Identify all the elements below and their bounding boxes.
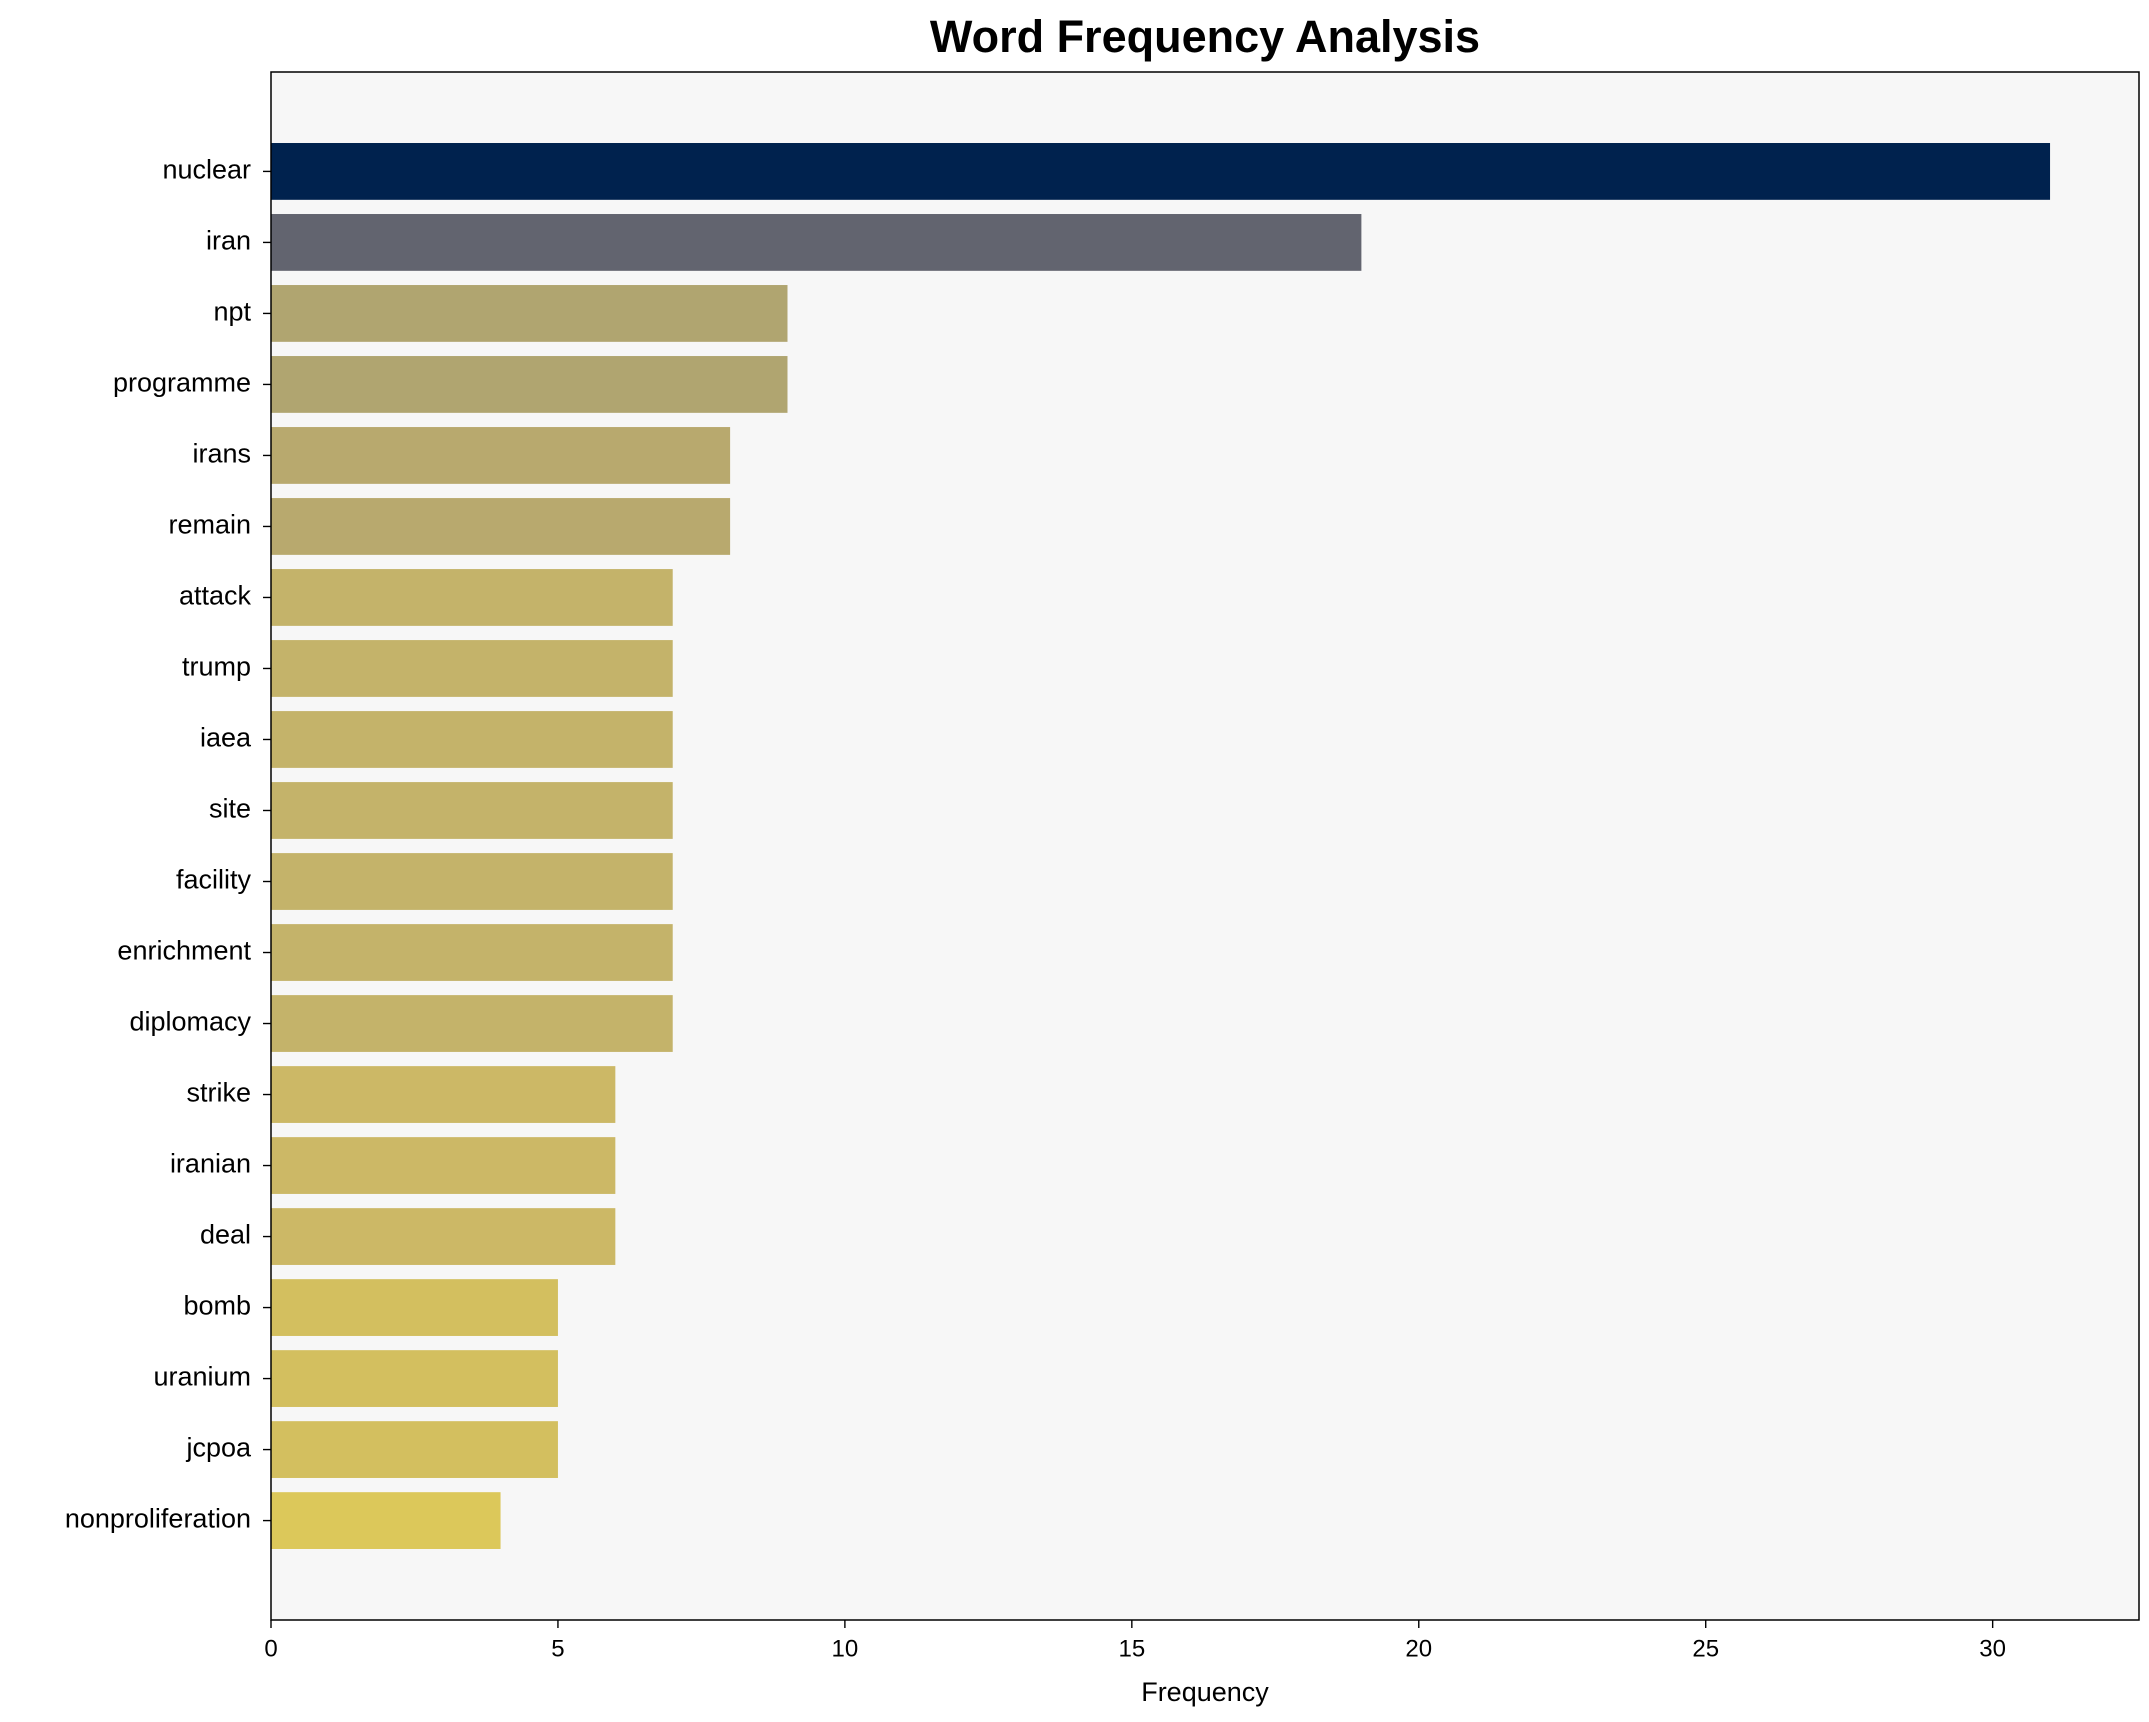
y-tick-label: remain (168, 510, 251, 540)
bar (271, 143, 2051, 200)
y-tick-label: nonproliferation (65, 1504, 251, 1534)
y-tick-label: strike (186, 1078, 251, 1108)
y-tick-label: enrichment (117, 936, 251, 966)
y-tick-label: iaea (200, 723, 252, 753)
axes-frame (270, 71, 2140, 1621)
x-tick-label: 5 (551, 1635, 564, 1662)
bar (271, 285, 788, 342)
chart-title: Word Frequency Analysis (930, 11, 1480, 62)
x-axis-label: Frequency (1141, 1677, 1269, 1707)
bar (271, 853, 673, 910)
bar (271, 1066, 616, 1123)
bar (271, 640, 673, 697)
bar (271, 569, 673, 626)
bar (271, 1279, 558, 1336)
x-tick-label: 0 (264, 1635, 277, 1662)
bar (271, 1208, 616, 1265)
bar (271, 1350, 558, 1407)
bar (271, 1492, 501, 1549)
x-tick-label: 25 (1692, 1635, 1719, 1662)
bar (271, 498, 731, 555)
y-tick-label: jcpoa (185, 1433, 252, 1463)
y-tick-label: uranium (153, 1362, 251, 1392)
y-tick-label: irans (192, 439, 251, 469)
bar (271, 782, 673, 839)
bar (271, 356, 788, 413)
bar (271, 924, 673, 981)
y-tick-label: npt (213, 297, 251, 327)
y-tick-label: site (209, 794, 251, 824)
x-tick-label: 15 (1118, 1635, 1145, 1662)
bar (271, 1421, 558, 1478)
y-tick-label: iranian (170, 1149, 251, 1179)
x-tick-label: 10 (832, 1635, 859, 1662)
bar (271, 214, 1362, 271)
x-tick-label: 30 (1979, 1635, 2006, 1662)
y-tick-label: attack (179, 581, 252, 611)
y-tick-label: deal (200, 1220, 251, 1250)
y-tick-label: trump (182, 652, 251, 682)
y-tick-label: facility (176, 865, 252, 895)
bar (271, 427, 731, 484)
bar (271, 1137, 616, 1194)
y-tick-label: iran (206, 226, 251, 256)
bar (271, 711, 673, 768)
y-tick-label: nuclear (162, 155, 251, 185)
y-tick-label: diplomacy (129, 1007, 251, 1037)
bar (271, 995, 673, 1052)
x-tick-label: 20 (1405, 1635, 1432, 1662)
y-tick-label: programme (113, 368, 251, 398)
y-tick-label: bomb (183, 1291, 251, 1321)
